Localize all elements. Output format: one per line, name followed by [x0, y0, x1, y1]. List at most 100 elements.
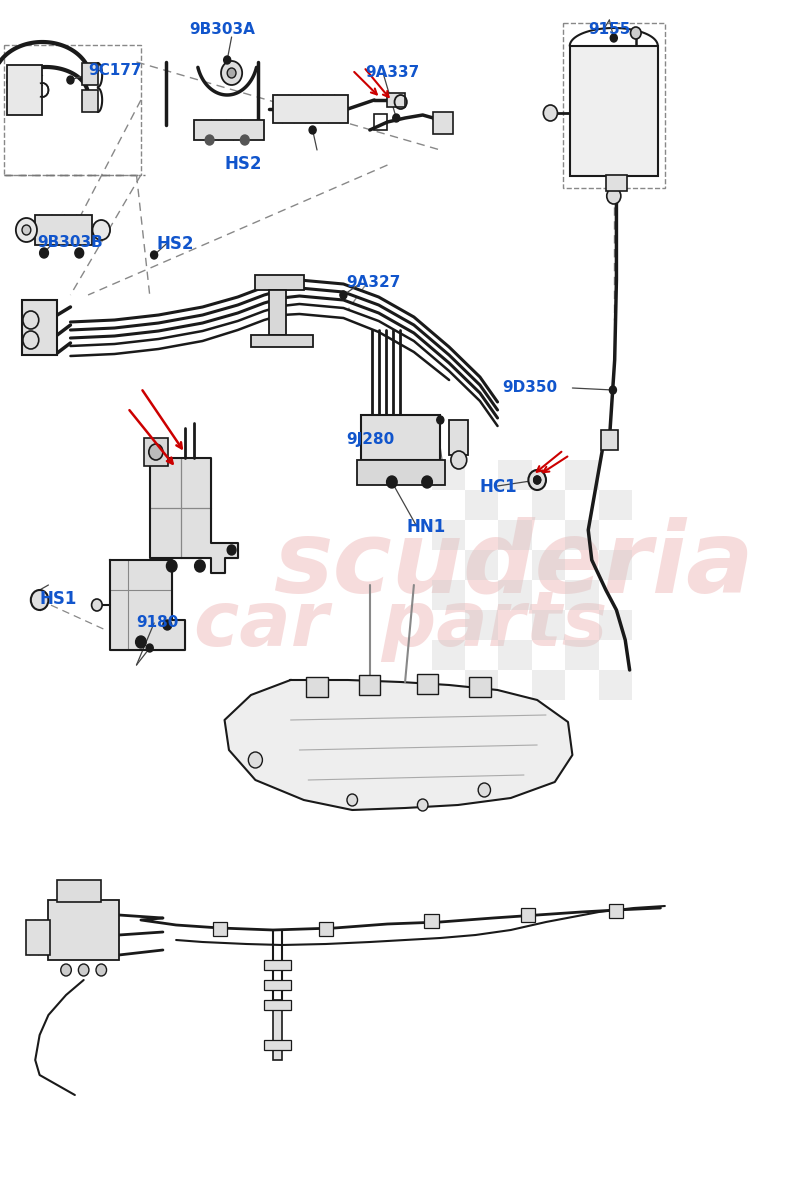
Bar — [431, 520, 465, 550]
Circle shape — [451, 451, 467, 469]
Circle shape — [418, 799, 428, 811]
Bar — [264, 960, 291, 970]
Bar — [251, 335, 313, 347]
Bar — [273, 95, 348, 122]
Text: 9B303A: 9B303A — [189, 22, 256, 37]
Bar — [82, 90, 98, 112]
Bar — [465, 670, 498, 700]
Polygon shape — [110, 560, 185, 650]
Bar — [532, 490, 565, 520]
Bar — [532, 610, 565, 640]
Circle shape — [240, 134, 249, 145]
Bar — [599, 550, 632, 580]
Bar — [565, 580, 599, 610]
Bar — [465, 490, 498, 520]
Circle shape — [478, 782, 491, 797]
Circle shape — [248, 752, 263, 768]
Bar — [600, 430, 618, 450]
Bar — [193, 120, 264, 140]
Bar — [498, 460, 532, 490]
Circle shape — [422, 476, 432, 488]
Text: 9J280: 9J280 — [346, 432, 394, 446]
Circle shape — [96, 964, 106, 976]
Circle shape — [16, 218, 37, 242]
Bar — [361, 415, 440, 460]
Bar — [431, 460, 465, 490]
Bar — [465, 550, 498, 580]
Circle shape — [630, 26, 641, 38]
Circle shape — [60, 964, 71, 976]
Bar — [256, 275, 304, 290]
Bar — [599, 610, 632, 640]
Circle shape — [67, 76, 74, 84]
Circle shape — [163, 620, 172, 630]
Bar — [565, 460, 599, 490]
Bar — [431, 640, 465, 670]
Bar — [563, 23, 665, 188]
Bar — [57, 880, 102, 902]
Polygon shape — [150, 458, 238, 572]
Text: HC1: HC1 — [480, 478, 517, 496]
Text: car  parts: car parts — [193, 588, 607, 662]
Bar — [306, 677, 327, 697]
Bar — [35, 215, 93, 245]
Circle shape — [149, 444, 163, 460]
Bar — [449, 420, 468, 455]
Bar — [425, 914, 438, 928]
Circle shape — [388, 478, 396, 486]
Circle shape — [221, 61, 242, 85]
Bar — [521, 908, 535, 922]
Circle shape — [534, 476, 541, 484]
Bar — [4, 44, 141, 175]
Circle shape — [534, 476, 541, 484]
Bar — [431, 580, 465, 610]
Circle shape — [609, 386, 617, 394]
Text: 9B303B: 9B303B — [37, 235, 102, 250]
Circle shape — [387, 476, 397, 488]
Circle shape — [227, 545, 236, 554]
Bar — [565, 640, 599, 670]
Bar — [565, 520, 599, 550]
Circle shape — [31, 590, 48, 610]
Text: 9155: 9155 — [588, 22, 630, 37]
Bar — [606, 175, 627, 191]
Text: HS2: HS2 — [156, 235, 194, 253]
Circle shape — [135, 636, 146, 648]
Circle shape — [146, 644, 153, 652]
Circle shape — [92, 599, 102, 611]
Bar — [532, 550, 565, 580]
Bar — [498, 640, 532, 670]
Circle shape — [529, 470, 546, 490]
Bar — [599, 490, 632, 520]
Text: 9A327: 9A327 — [346, 275, 401, 290]
Bar — [213, 922, 227, 936]
Bar — [48, 900, 118, 960]
Text: HS1: HS1 — [39, 590, 77, 608]
Bar — [609, 904, 624, 918]
Circle shape — [75, 248, 84, 258]
Bar — [417, 674, 438, 694]
Bar — [273, 1000, 282, 1060]
Circle shape — [166, 560, 177, 572]
Bar — [532, 670, 565, 700]
Bar — [268, 290, 286, 335]
Bar — [498, 580, 532, 610]
Circle shape — [543, 104, 558, 121]
Text: 9180: 9180 — [136, 614, 179, 630]
Circle shape — [347, 794, 358, 806]
Text: scuderia: scuderia — [273, 516, 754, 613]
Circle shape — [78, 964, 89, 976]
Circle shape — [393, 114, 400, 122]
Text: HS2: HS2 — [225, 155, 262, 173]
Circle shape — [224, 56, 231, 64]
Bar — [264, 980, 291, 990]
Circle shape — [607, 188, 621, 204]
Bar — [27, 920, 50, 955]
Circle shape — [39, 248, 48, 258]
Circle shape — [437, 416, 444, 424]
Circle shape — [151, 251, 158, 259]
Bar — [264, 1040, 291, 1050]
Bar — [22, 300, 57, 355]
Bar — [465, 610, 498, 640]
Text: 9A337: 9A337 — [365, 65, 420, 80]
